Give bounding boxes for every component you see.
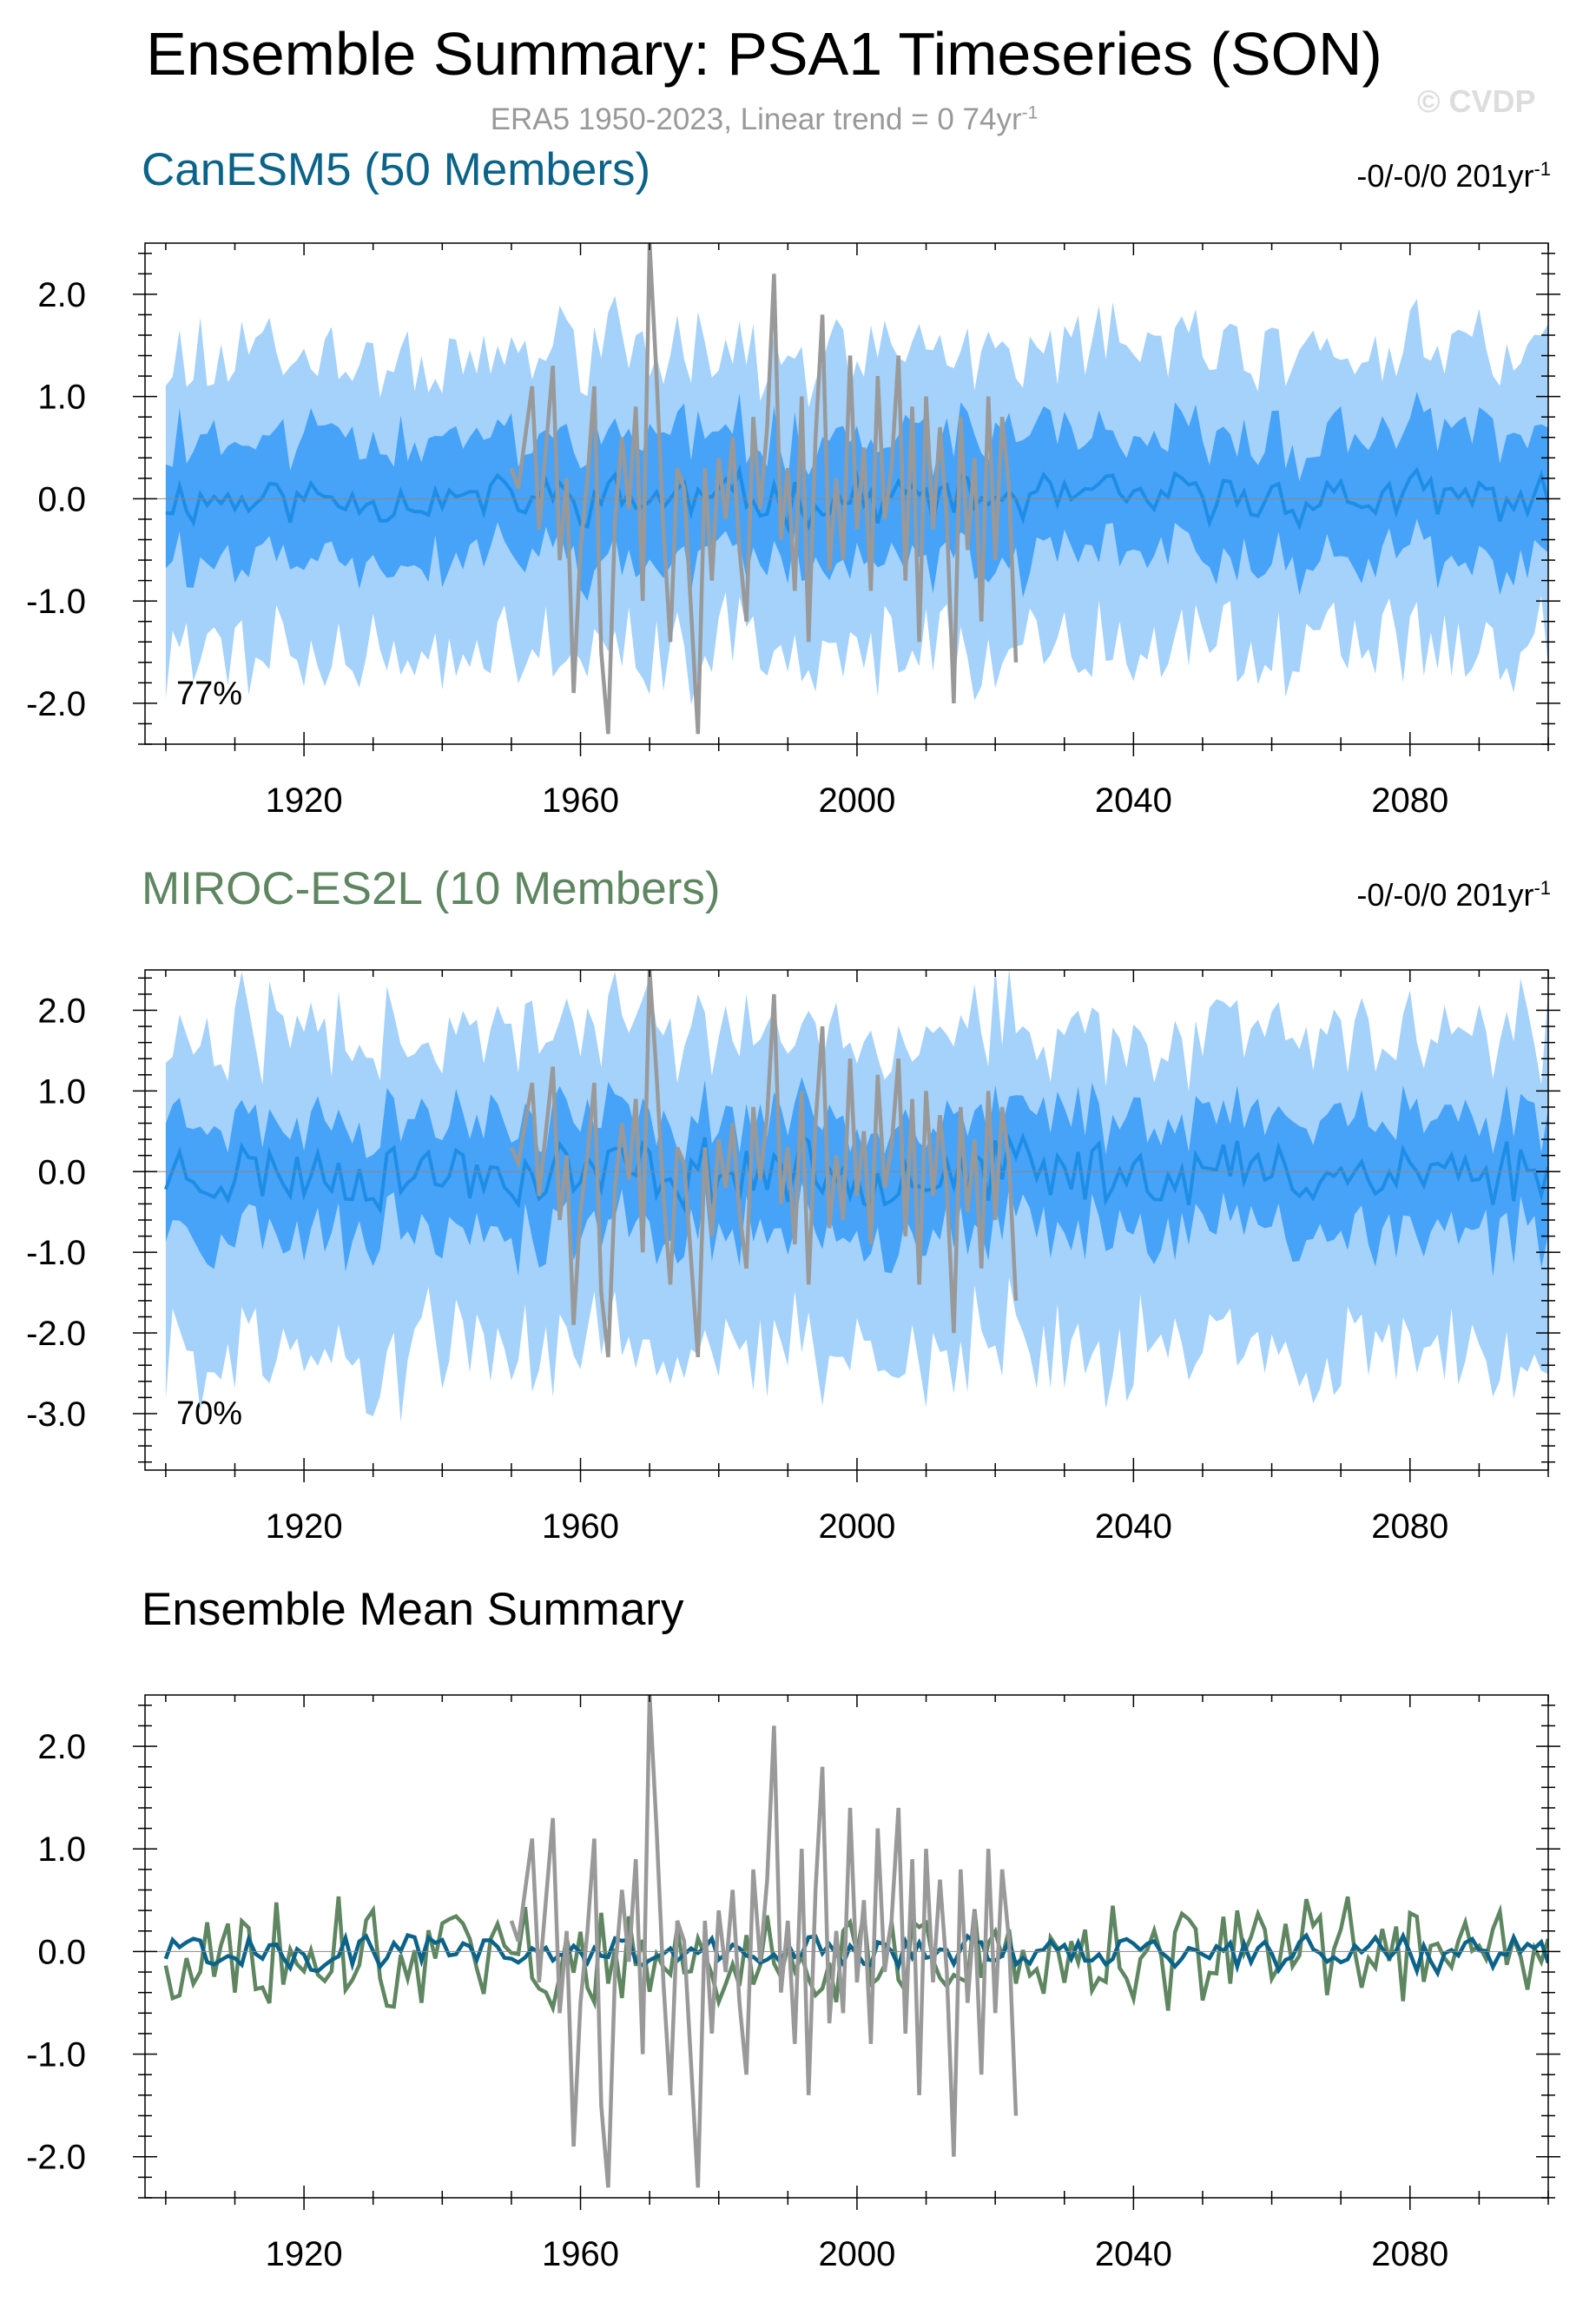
trend-text: -0/-0/0 201yr	[1356, 158, 1534, 194]
y-tick-label: 2.0	[37, 1728, 86, 1766]
x-tick-label: 1920	[266, 2235, 343, 2273]
panel-title-miroc: MIROC-ES2L (10 Members)	[142, 863, 721, 914]
x-tick-label: 2080	[1371, 782, 1448, 820]
x-tick-label: 2000	[818, 2235, 895, 2273]
trend-text: -0/-0/0 201yr	[1356, 877, 1534, 913]
plot-frame	[144, 1694, 1549, 2199]
y-tick-label: 0.0	[37, 480, 86, 518]
panel-canesm5: 1920 1960 2000 2040 2080 2.0 1.0 0.0 -1.0 -2.0	[26, 242, 1560, 820]
x-tick-label: 2040	[1095, 2235, 1172, 2273]
y-tick-label: 0.0	[37, 1933, 86, 1971]
y-tick-label: -2.0	[26, 685, 86, 723]
y-tick-label: -2.0	[26, 1315, 86, 1353]
trend-label-canesm5: -0/-0/0 201yr-1	[1356, 158, 1551, 195]
trend-label-miroc: -0/-0/0 201yr-1	[1356, 877, 1551, 913]
y-tick-label: -1.0	[26, 2036, 86, 2074]
page-title: Ensemble Summary: PSA1 Timeseries (SON)	[146, 20, 1382, 88]
panel-ensemble-mean: 1920 1960 2000 2040 2080 2.0 1.0 0.0 -1.0 -2.0	[26, 1694, 1560, 2273]
y-tick-label: 0.0	[37, 1153, 86, 1191]
x-tick-label: 1920	[266, 782, 343, 820]
y-tick-label: -1.0	[26, 1234, 86, 1272]
y-tick-label: -1.0	[26, 583, 86, 621]
panel-title-ensemble-mean: Ensemble Mean Summary	[142, 1584, 684, 1635]
x-tick-label: 1960	[542, 1507, 619, 1546]
plot-area	[145, 1695, 1548, 2188]
x-tick-label: 1920	[266, 1507, 343, 1546]
y-tick-label: -3.0	[26, 1395, 86, 1434]
era5-line	[509, 243, 1019, 735]
x-tick-label: 1960	[542, 2235, 619, 2273]
x-tick-label: 2000	[818, 782, 895, 820]
x-tick-label: 2080	[1371, 1507, 1448, 1546]
x-tick-label: 2000	[818, 1507, 895, 1546]
y-tick-label: 2.0	[37, 276, 86, 314]
page-subtitle: ERA5 1950-2023, Linear trend = 0 74yr-1	[0, 102, 1528, 137]
panel-miroc: 1920 1960 2000 2040 2080 2.0 1.0 0.0 -1.0 -2.0 -3.…	[26, 969, 1560, 1546]
percent-label-canesm5: 77%	[176, 676, 243, 712]
x-tick-label: 1960	[542, 782, 619, 820]
percent-label-miroc: 70%	[176, 1395, 243, 1432]
member-mean-line	[165, 464, 1548, 535]
x-tick-label: 2040	[1095, 782, 1172, 820]
y-tick-label: 2.0	[37, 992, 86, 1030]
cvdp-watermark: © CVDP	[1417, 83, 1536, 119]
trend-unit-exponent: -1	[1533, 158, 1551, 180]
panel-title-canesm5: CanESM5 (50 Members)	[142, 144, 651, 195]
y-tick-label: -2.0	[26, 2139, 86, 2177]
trend-unit-exponent: -1	[1533, 877, 1551, 899]
y-tick-label: 1.0	[37, 379, 86, 417]
plot-area	[145, 243, 1548, 735]
plot-frame	[144, 242, 1549, 745]
y-tick-label: 1.0	[37, 1830, 86, 1869]
era5-line	[509, 970, 1019, 1358]
x-tick-label: 2040	[1095, 1507, 1172, 1546]
era5-line	[509, 1695, 1019, 2188]
subtitle-text: ERA5 1950-2023, Linear trend = 0 74yr	[490, 102, 1022, 136]
x-tick-label: 2080	[1371, 2235, 1448, 2273]
subtitle-unit-exponent: -1	[1021, 102, 1039, 123]
y-tick-label: 1.0	[37, 1072, 86, 1111]
plot-area	[145, 970, 1548, 1422]
